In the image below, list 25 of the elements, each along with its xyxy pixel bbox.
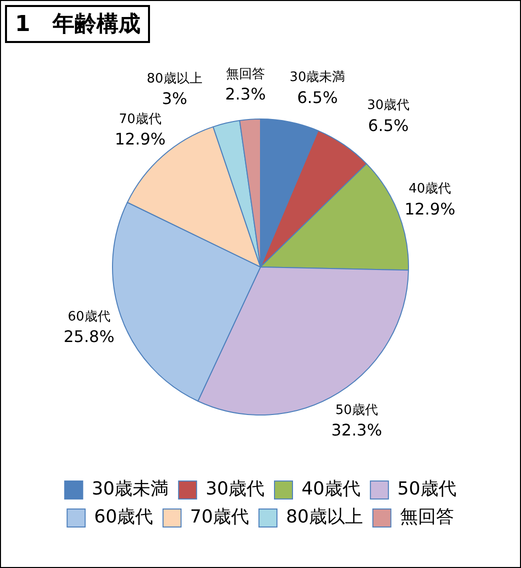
slice-label: 70歳代 xyxy=(118,112,162,127)
data-label: 12.9% xyxy=(404,199,456,218)
legend-label: 無回答 xyxy=(400,506,454,528)
data-label: 25.8% xyxy=(64,327,114,346)
legend-label: 80歳以上 xyxy=(286,506,363,528)
legend-label: 60歳代 xyxy=(94,506,154,528)
slice-label: 40歳代 xyxy=(408,182,452,197)
legend-label: 50歳代 xyxy=(397,478,456,500)
slice-label: 80歳以上 xyxy=(146,71,202,86)
slice-label: 30歳未満 xyxy=(290,70,346,85)
slice-label: 60歳代 xyxy=(68,309,110,324)
data-label: 3% xyxy=(162,89,188,108)
chart-title: 1 年齢構成 xyxy=(5,5,150,43)
slice-label: 無回答 xyxy=(226,66,265,82)
legend-label: 30歳未満 xyxy=(92,478,169,500)
legend-label: 30歳代 xyxy=(206,478,264,500)
data-label: 32.3% xyxy=(331,420,382,440)
legend-label: 40歳代 xyxy=(302,478,360,500)
data-label: 2.3% xyxy=(225,84,266,104)
slice-label: 50歳代 xyxy=(335,402,378,418)
data-label: 12.9% xyxy=(114,130,166,149)
legend-label: 70歳代 xyxy=(190,506,249,528)
slice-label: 30歳代 xyxy=(367,98,410,114)
data-label: 6.5% xyxy=(368,116,409,135)
data-label: 6.5% xyxy=(297,88,338,107)
